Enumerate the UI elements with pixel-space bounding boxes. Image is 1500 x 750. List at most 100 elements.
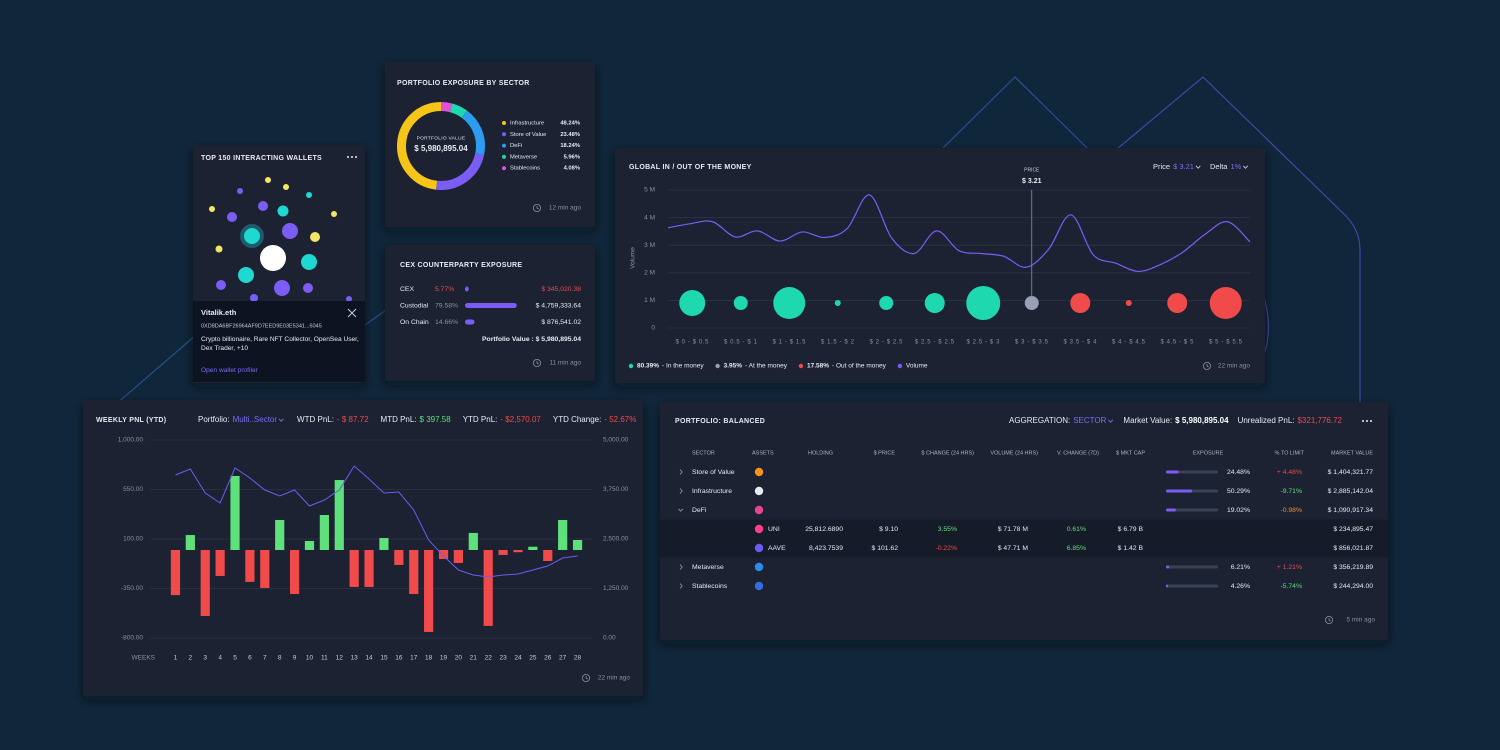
- cex-row-share: 79.58%: [435, 302, 458, 309]
- cex-row-label: On Chain: [400, 319, 429, 326]
- wallet-profile-link[interactable]: Open wallet profiler: [201, 367, 259, 374]
- pnl-bar: [349, 550, 359, 587]
- pnl-bar: [528, 546, 538, 550]
- wallet-node[interactable]: [215, 245, 223, 253]
- pnl-bar: [275, 519, 285, 550]
- chevron[interactable]: [679, 583, 683, 589]
- exposure-bar: [1166, 470, 1179, 474]
- bubble: [924, 293, 945, 313]
- column-header: MARKET VALUE: [1331, 450, 1373, 456]
- pnl-bar: [498, 550, 508, 555]
- wallet-node[interactable]: [250, 294, 258, 302]
- bubble: [834, 300, 841, 306]
- wallet-node[interactable]: [346, 296, 352, 302]
- y-tick-label: 2 M: [644, 270, 655, 277]
- asset-icon: [754, 524, 764, 534]
- pnl-bar: [260, 550, 270, 588]
- wallet-node[interactable]: [310, 232, 320, 242]
- volume-change: 0.61%: [1067, 526, 1086, 533]
- x-tick-label: 23: [499, 655, 507, 662]
- wallet-node[interactable]: [265, 177, 271, 183]
- x-tick-label: 27: [559, 655, 567, 662]
- bubble: [966, 286, 1001, 320]
- wallet-node[interactable]: [277, 205, 289, 217]
- bubble: [679, 290, 706, 316]
- holding: 25,812.6890: [805, 526, 843, 533]
- bubble: [773, 287, 806, 319]
- wallet-node[interactable]: [216, 280, 226, 290]
- y-tick-label: 100.00: [123, 536, 143, 543]
- asset-symbol: AAVE: [768, 545, 786, 552]
- chevron[interactable]: [1242, 165, 1249, 169]
- cex-row-share: 14.66%: [435, 319, 458, 326]
- wallet-node[interactable]: [331, 211, 337, 217]
- wallet-node[interactable]: [237, 188, 243, 194]
- stat-value[interactable]: Multi..Sector: [233, 415, 278, 424]
- stat-label: Portfolio:: [198, 415, 230, 424]
- chevron[interactable]: [278, 418, 284, 422]
- cex-share-bar: [465, 286, 469, 292]
- volume: $ 71.78 M: [998, 526, 1029, 533]
- control-value[interactable]: 1%: [1230, 162, 1241, 171]
- menu-button[interactable]: [1361, 419, 1373, 423]
- control-value[interactable]: $ 3.21: [1173, 162, 1194, 171]
- donut-segment: [461, 110, 485, 156]
- stat-label: YTD PnL:: [463, 415, 498, 424]
- y-tick-label: 1,000.00: [118, 437, 144, 444]
- menu-button[interactable]: [346, 155, 358, 159]
- stat-value[interactable]: SECTOR: [1073, 416, 1106, 425]
- wallet-node[interactable]: [274, 280, 290, 296]
- wallet-node[interactable]: [244, 228, 260, 244]
- wallet-node[interactable]: [283, 184, 289, 190]
- to-limit-value: -9.71%: [1280, 488, 1302, 495]
- legend-dot: [628, 363, 634, 369]
- x-tick-label: 18: [425, 655, 433, 662]
- x-tick-label: 26: [544, 655, 552, 662]
- pnl-bar: [215, 550, 225, 576]
- wallet-node[interactable]: [227, 212, 237, 222]
- chevron[interactable]: [1195, 165, 1201, 169]
- wallet-node[interactable]: [282, 223, 298, 239]
- wallet-node[interactable]: [238, 267, 254, 283]
- x-tick-label: $ 0.5 - $ 1: [724, 340, 758, 346]
- pnl-bar: [185, 535, 195, 550]
- chevron[interactable]: [679, 469, 683, 475]
- legend-label: - At the money: [745, 363, 788, 370]
- sector-name: DeFi: [692, 507, 707, 514]
- chevron[interactable]: [679, 564, 683, 570]
- chevron[interactable]: [679, 488, 683, 494]
- to-limit-value: + 1.21%: [1277, 564, 1302, 571]
- market-value: $ 356,219.89: [1333, 564, 1373, 571]
- wallet-node[interactable]: [258, 201, 268, 211]
- wallet-node[interactable]: [306, 192, 312, 198]
- exposure-track: [1166, 584, 1218, 588]
- wallet-node[interactable]: [303, 283, 313, 293]
- chevron[interactable]: [678, 508, 684, 512]
- x-tick-label: $ 4 - $ 4.5: [1112, 340, 1146, 346]
- panel-title: TOP 150 INTERACTING WALLETS: [201, 155, 322, 162]
- menu-dot: [1361, 419, 1365, 423]
- x-tick-label: $ 0 - $ 0.5: [675, 340, 709, 346]
- donut-segment: [449, 103, 467, 118]
- control-label: Price: [1153, 162, 1170, 171]
- chevron[interactable]: [1108, 419, 1114, 423]
- wallet-node[interactable]: [260, 245, 286, 271]
- x-tick-label: 14: [365, 655, 373, 662]
- wallet-node[interactable]: [209, 206, 215, 212]
- pnl-bar: [245, 550, 255, 582]
- x-tick-label: 5: [233, 655, 237, 662]
- pnl-bar: [170, 550, 181, 596]
- market-cap: $ 1.42 B: [1118, 545, 1144, 552]
- x-tick-label: 9: [293, 655, 297, 662]
- column-header: $ CHANGE (24 HRS): [921, 450, 974, 456]
- exposure-value: 6.21%: [1231, 564, 1250, 571]
- column-header: EXPOSURE: [1193, 450, 1224, 456]
- legend-label: - Out of the money: [832, 363, 887, 370]
- exposure-bar: [1166, 584, 1169, 588]
- cex-row-value: $ 876,541.02: [541, 319, 581, 326]
- wallet-node[interactable]: [301, 254, 317, 270]
- close-button[interactable]: [347, 308, 357, 318]
- donut-center-value: $ 5,980,895.04: [414, 144, 468, 153]
- market-value: $ 244,294.00: [1333, 583, 1373, 590]
